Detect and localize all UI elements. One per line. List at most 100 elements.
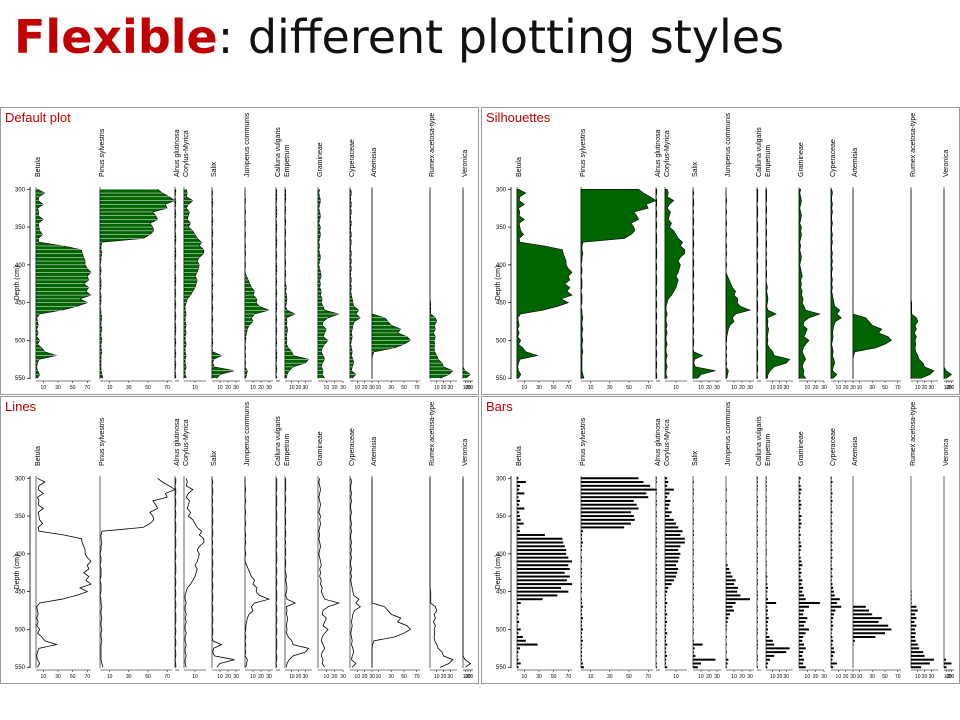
taxon-x-tick-label: 50	[145, 385, 151, 391]
taxon-curve: 10 Corylus-Myrica	[183, 130, 206, 391]
taxon-bar	[831, 556, 833, 559]
depth-tick-label: 350	[496, 225, 507, 231]
taxon-bar	[766, 564, 767, 567]
taxon-x-tick-label: 30	[928, 674, 934, 680]
taxon-x-tick-label: 10	[41, 385, 47, 391]
taxon-name: Rumex acetosa-type	[429, 402, 436, 466]
taxon-bar	[799, 586, 804, 589]
taxon-curve: 10 20 30 Rumex acetosa-type	[429, 113, 457, 391]
taxon-x-tick-label: 20	[332, 674, 338, 680]
taxon-x-tick-label: 10	[522, 674, 528, 680]
taxon-bar	[766, 617, 769, 620]
taxon-bar	[766, 552, 767, 555]
taxon-bar	[853, 636, 876, 639]
taxon-bar	[581, 639, 583, 642]
taxon-bar	[665, 492, 670, 495]
taxon-silhouette	[910, 189, 935, 379]
taxon-bar	[799, 533, 801, 536]
taxon-silhouette	[99, 188, 176, 379]
taxon-bar	[581, 488, 656, 491]
taxon-bar	[766, 579, 767, 582]
taxon-bar	[517, 624, 518, 627]
taxon-x-tick-label: 10	[463, 674, 469, 680]
taxon-bar	[581, 662, 583, 665]
taxon-bar	[757, 594, 758, 597]
taxon-bar	[757, 552, 758, 555]
taxon-bar	[853, 643, 854, 646]
taxon-bar	[693, 583, 694, 586]
taxon-x-tick-label: 10	[434, 385, 440, 391]
taxon-curve: 10 20 30 Gramineae	[317, 142, 346, 391]
taxon-x-tick-label: 70	[645, 385, 651, 391]
taxon-silhouette	[798, 188, 821, 379]
taxon-bar	[665, 541, 685, 544]
taxon-x-tick-label: 30	[340, 385, 346, 391]
taxon-bar	[693, 575, 694, 578]
taxon-bar	[911, 617, 917, 620]
taxon-name: Cyperaceae	[830, 139, 837, 177]
taxon-name: Pinus sylvestris	[580, 128, 587, 177]
taxon-bar	[665, 662, 667, 665]
taxon-bar	[799, 628, 809, 631]
taxon-x-tick-label: 20	[296, 385, 302, 391]
slide-title-accent: Flexible	[14, 10, 218, 64]
taxon-bar	[656, 643, 657, 646]
taxon-bar	[693, 533, 694, 536]
taxon-bar	[665, 624, 667, 627]
taxon-bar	[581, 492, 647, 495]
taxon-bar	[757, 609, 758, 612]
depth-tick-label: 450	[15, 301, 26, 307]
taxon-name: Corylus-Myrica	[664, 419, 671, 466]
taxon-x-tick-label: 20	[946, 674, 952, 680]
depth-tick-label: 300	[15, 187, 26, 193]
taxon-x-tick-label: 70	[895, 674, 901, 680]
taxon-name: Empetrum	[284, 434, 291, 466]
taxon-bar	[517, 620, 520, 623]
taxon-line	[429, 478, 454, 668]
slide-title-rest: : different plotting styles	[217, 10, 785, 64]
taxon-bar	[693, 632, 694, 635]
taxon-x-tick-label: 70	[414, 385, 420, 391]
taxon-bar	[517, 537, 563, 540]
taxon-bar	[766, 549, 767, 552]
taxon-bar	[665, 639, 667, 642]
taxon-x-tick-label: 70	[895, 385, 901, 391]
taxon-bar	[693, 522, 694, 525]
taxon-x-tick-label: 70	[566, 674, 572, 680]
taxon-bar	[766, 481, 767, 484]
taxon-bar	[517, 549, 567, 552]
panel-frame	[481, 396, 960, 684]
taxon-bar	[665, 499, 671, 502]
taxon-bar	[517, 575, 570, 578]
taxon-bar	[693, 518, 694, 521]
taxon-bar	[831, 632, 832, 635]
taxon-bar	[911, 636, 916, 639]
taxon-curve: 10 20 30 Gramineae	[798, 431, 827, 680]
taxon-bar	[911, 666, 922, 669]
taxon-bar	[726, 609, 734, 612]
taxon-bar	[656, 605, 657, 608]
taxon-bar	[665, 594, 667, 597]
taxon-bar	[799, 537, 800, 540]
taxon-bar	[757, 579, 758, 582]
taxon-bar	[581, 496, 649, 499]
taxon-bar	[911, 658, 934, 661]
taxon-bar	[757, 526, 758, 529]
taxon-bar	[581, 628, 583, 631]
taxon-bar	[766, 590, 768, 593]
taxon-bar	[665, 647, 667, 650]
taxon-bar	[517, 499, 520, 502]
taxon-bar	[726, 499, 727, 502]
taxon-bar	[757, 533, 758, 536]
taxon-bar	[517, 496, 519, 499]
taxon-bar	[665, 515, 670, 518]
taxon-bar	[581, 530, 583, 533]
taxon-name: Betula	[35, 446, 42, 466]
taxon-bar	[757, 628, 758, 631]
taxon-bar	[656, 556, 657, 559]
taxon-name: Pinus sylvestris	[99, 128, 106, 177]
taxon-x-tick-label: 10	[434, 674, 440, 680]
taxon-x-tick-label: 50	[70, 385, 76, 391]
taxon-bar	[799, 484, 801, 487]
